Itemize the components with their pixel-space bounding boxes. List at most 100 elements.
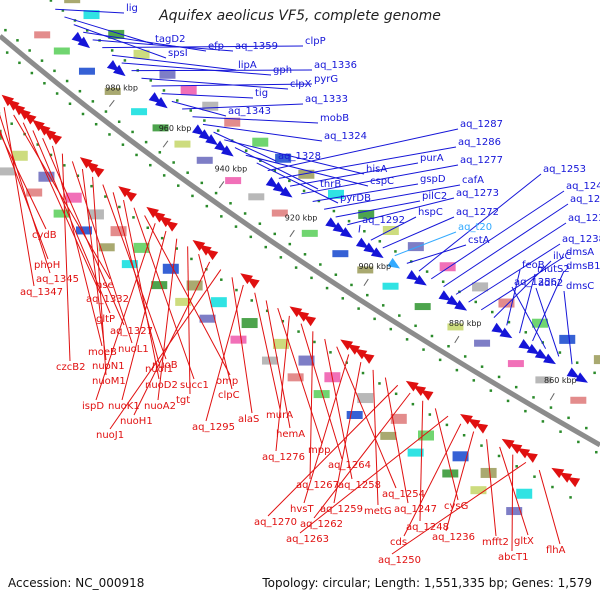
feature-box [175,297,192,306]
track-dot [172,161,175,164]
forward-gene-label: pilC2 [422,191,447,202]
reverse-gene-arrow [32,119,45,132]
feature-box [180,85,197,95]
forward-label-line [519,273,536,334]
accession-text: Accession: NC_000918 [8,576,145,590]
reverse-gene-arrow [246,277,260,289]
forward-gene-label: aq_1359 [235,41,278,52]
track-dot [474,300,478,304]
feature-box [230,335,247,344]
track-dot [162,174,166,177]
reverse-label-line [275,315,290,452]
reverse-gene-arrow [354,348,368,360]
feature-box [110,226,127,237]
track-dot [480,365,484,368]
reverse-gene-arrow [49,133,63,145]
reverse-gene-arrow [79,157,93,169]
forward-gene-arrow [526,343,540,355]
reverse-label-line [324,338,353,480]
reverse-gene-label: nuoH1 [120,416,153,427]
track-dot [394,250,397,253]
forward-label-line [182,103,304,110]
reverse-gene-label: nuoL1 [118,344,149,355]
forward-gene-label: pyrDB [340,193,371,204]
track-dot [329,351,332,354]
reverse-gene-label: cysG [444,501,468,512]
feature-box [382,226,399,236]
track-dot [258,222,262,225]
reverse-gene-arrow [152,211,166,223]
feature-box [53,209,70,218]
forward-gene-arrow [438,290,452,301]
track-dot [216,129,220,132]
reverse-gene-label: tgt [176,395,190,406]
feature-box [507,360,524,368]
forward-gene-label: cstA [468,235,490,246]
feature-box [380,431,397,440]
forward-label-line [511,286,547,349]
forward-gene-arrow [355,237,369,249]
feature-box [196,156,213,164]
reverse-gene-label: alaS [238,414,259,425]
map-title: Aquifex aeolicus VF5, complete genome [159,8,441,24]
track-dot [319,263,322,266]
reverse-label-line [277,308,323,445]
forward-gene-arrow [575,372,588,383]
track-dot [389,327,393,331]
feature-box [241,318,258,329]
reverse-gene-label: nuoA2 [144,401,176,412]
forward-gene-label: lipA [238,60,257,71]
forward-gene-label: clpP [305,36,326,47]
track-dot [551,485,554,489]
reverse-label-line [0,132,47,230]
reverse-gene-arrow [475,423,489,434]
forward-label-lines [55,8,573,365]
forward-gene-label: dmsB1 [566,261,600,272]
track-dot [480,444,483,447]
reverse-label-line [384,377,409,504]
reverse-gene-arrow [405,380,419,392]
track-dot [65,79,69,83]
track-dot [506,399,510,403]
feature-box [327,189,344,199]
track-dot [68,102,72,105]
forward-label-line [267,128,459,172]
feature-box [407,448,424,457]
reverse-label-line [42,137,125,326]
reverse-label-line [123,199,160,380]
reverse-gene-label: gltX [514,536,534,547]
track-dot [341,297,345,300]
track-dot [43,82,46,85]
reverse-gene-label: gltP [96,314,115,325]
track-dot [281,319,285,323]
track-dot [203,119,206,122]
feature-box [26,188,43,197]
track-dot [131,130,134,134]
reverse-gene-label: aq_1263 [286,534,329,545]
track-dot [132,216,135,219]
reverse-gene-arrow [12,103,26,116]
track-dot [294,266,298,269]
forward-label-line [335,200,421,218]
reverse-gene-label: nuoB [152,360,178,371]
forward-gene-label: cafA [462,175,484,186]
track-dot [81,112,85,116]
forward-gene-arrow [279,186,293,198]
forward-gene-label: aq_1273 [456,188,499,199]
forward-gene-label: aq_1333 [305,94,348,105]
track-dot [445,423,449,427]
reverse-label-line [403,423,462,537]
track-dot [5,51,9,54]
track-dot [16,39,19,42]
kbp-tick-mark [363,278,369,287]
forward-gene-label: tig [255,88,268,99]
feature-box [75,226,92,235]
kbp-tick-label: 880 kbp [449,319,482,328]
reverse-gene-arrow [118,186,131,198]
reverse-label-line [254,292,281,410]
forward-label-line [382,216,455,249]
track-dot [108,133,111,136]
track-dot [532,396,535,399]
feature-box [474,339,491,347]
reverse-label-line [81,169,107,361]
